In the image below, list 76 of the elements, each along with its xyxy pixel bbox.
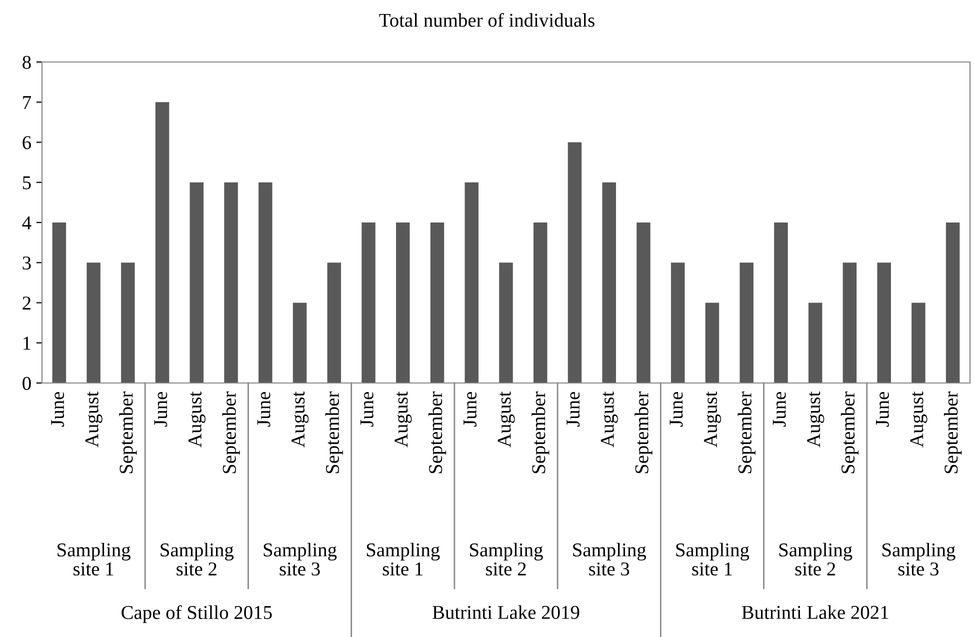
x-tick-label: August xyxy=(600,391,618,448)
bar xyxy=(946,222,960,383)
bar xyxy=(499,262,513,383)
x-tick-label: August xyxy=(704,391,722,448)
bar xyxy=(224,182,238,383)
bar xyxy=(430,222,444,383)
x-tick-label: September xyxy=(944,392,962,474)
bar xyxy=(705,302,720,383)
x-tick-label: September xyxy=(222,392,240,474)
bar xyxy=(86,262,100,383)
x-tick-label: June xyxy=(360,392,374,427)
text: Sampling site 1 xyxy=(676,542,750,576)
x-tick-label: August xyxy=(910,391,928,448)
x-tick-label: September xyxy=(840,392,859,474)
bar xyxy=(121,262,135,383)
y-tick-label: 8 xyxy=(22,56,31,69)
bar xyxy=(774,222,788,383)
bar xyxy=(602,182,616,383)
bar xyxy=(258,182,272,383)
x-tick-label: June xyxy=(154,392,168,427)
bar xyxy=(464,182,479,383)
x-tick-label: September xyxy=(428,392,446,474)
bar xyxy=(568,142,582,383)
text: Sampling site 3 xyxy=(264,542,337,576)
bar xyxy=(292,302,307,383)
x-tick-label: June xyxy=(51,392,64,427)
text: Sampling site 2 xyxy=(160,542,234,576)
x-tick-label: June xyxy=(257,392,270,427)
y-tick-label: 6 xyxy=(22,136,32,150)
text: Butrinti Lake 2021 xyxy=(742,605,888,619)
text: Cape of Stillo 2015 xyxy=(122,605,272,624)
bar xyxy=(877,262,891,383)
text: Sampling site 2 xyxy=(470,542,543,576)
y-tick-label: 1 xyxy=(24,336,30,350)
x-tick-label: September xyxy=(738,392,756,474)
x-tick-label: June xyxy=(670,392,683,427)
x-tick-label: June xyxy=(566,392,580,427)
x-tick-label: September xyxy=(532,392,550,474)
bar xyxy=(912,302,926,383)
bar xyxy=(190,182,204,383)
x-tick-label: August xyxy=(292,391,309,448)
bar xyxy=(362,222,376,383)
bar xyxy=(808,302,822,383)
text: Sampling site 3 xyxy=(573,542,646,576)
x-tick-label: September xyxy=(634,392,652,474)
bar xyxy=(396,222,410,383)
text: Sampling site 1 xyxy=(366,542,440,576)
text: Sampling site 3 xyxy=(882,542,956,576)
x-tick-label: June xyxy=(876,392,889,427)
x-tick-label: June xyxy=(772,392,786,427)
y-tick-label: 5 xyxy=(22,176,31,190)
y-tick-label: 0 xyxy=(22,376,31,390)
bar xyxy=(842,262,857,383)
bar xyxy=(155,102,170,383)
text: Butrinti Lake 2019 xyxy=(432,605,580,619)
bar xyxy=(740,262,754,383)
x-tick-label: August xyxy=(807,391,824,448)
text: Sampling site 2 xyxy=(779,542,852,576)
bar xyxy=(636,222,650,383)
chart-title: Total number of individuals xyxy=(379,12,594,27)
bar xyxy=(670,262,685,383)
x-tick-label: September xyxy=(119,392,137,474)
y-tick-label: 4 xyxy=(22,216,32,230)
bar xyxy=(327,262,342,383)
bar xyxy=(52,222,66,383)
x-tick-label: June xyxy=(464,392,476,427)
bar xyxy=(533,222,548,383)
x-tick-label: August xyxy=(498,391,515,448)
y-tick-label: 3 xyxy=(22,256,31,270)
x-tick-label: August xyxy=(394,391,412,448)
x-tick-label: August xyxy=(85,391,102,448)
text: Sampling site 1 xyxy=(58,542,130,576)
y-tick-label: 7 xyxy=(23,96,32,109)
x-tick-label: August xyxy=(188,391,206,448)
x-tick-label: September xyxy=(325,392,343,474)
y-tick-label: 2 xyxy=(22,296,31,310)
